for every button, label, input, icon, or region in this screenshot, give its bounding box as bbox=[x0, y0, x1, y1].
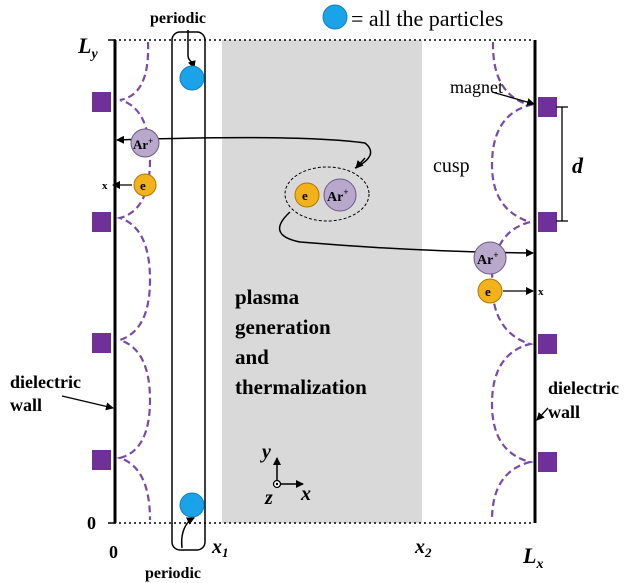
particle-top bbox=[179, 65, 205, 91]
ion-left-wall bbox=[130, 128, 160, 158]
periodic-bottom-label: periodic bbox=[145, 565, 201, 582]
coord-y-label: y bbox=[260, 441, 271, 463]
electron-plasma-label: e bbox=[302, 188, 308, 203]
plasma-pair-ellipse bbox=[284, 166, 370, 222]
cusp-label: cusp bbox=[433, 155, 470, 177]
dielectric-left-label: dielectric bbox=[10, 372, 81, 392]
left-magnet-2 bbox=[92, 212, 111, 232]
coord-z-origin-dot bbox=[275, 482, 279, 486]
left-cusp-field-line bbox=[116, 41, 152, 521]
right-magnet-4 bbox=[538, 452, 557, 472]
left-magnet-3 bbox=[92, 333, 111, 353]
left-magnet-1 bbox=[92, 92, 111, 112]
ion-plasma-label: Ar+ bbox=[327, 187, 348, 205]
dielectric-left-arrow bbox=[61, 395, 114, 411]
dielectric-right-arrow bbox=[536, 407, 549, 421]
electron-right-x-label: x bbox=[538, 286, 544, 298]
right-cusp-field-line bbox=[490, 41, 535, 521]
wall-left-label: wall bbox=[10, 395, 42, 415]
legend-label: = all the particles bbox=[351, 6, 503, 31]
particle-bottom bbox=[179, 492, 205, 518]
ly-label: Ly bbox=[77, 33, 98, 62]
ion-right-wall bbox=[473, 241, 507, 275]
electron-right-wall-label: e bbox=[485, 284, 491, 299]
right-magnet-2 bbox=[538, 212, 557, 232]
electron-left-wall bbox=[133, 173, 157, 197]
ion-left-wall-label: Ar+ bbox=[133, 136, 153, 152]
magnet-pointer-arrow bbox=[491, 91, 535, 106]
x1-label: x1 bbox=[211, 536, 229, 560]
electron-left-wall-label: e bbox=[140, 178, 146, 193]
legend-particle-icon bbox=[322, 4, 348, 30]
plasma-label-line2: generation bbox=[235, 315, 331, 339]
right-magnet-1 bbox=[538, 97, 557, 117]
periodic-boundary-box bbox=[171, 31, 206, 551]
coord-x-label: x bbox=[300, 483, 311, 505]
right-magnet-3 bbox=[538, 334, 557, 354]
plasma-label-line3: and bbox=[235, 345, 269, 369]
d-label: d bbox=[572, 153, 584, 178]
periodic-top-arrow bbox=[187, 30, 196, 69]
lx-label: Lx bbox=[522, 543, 543, 572]
electron-right-wall bbox=[477, 278, 503, 304]
periodic-top-label: periodic bbox=[150, 10, 206, 27]
left-magnet-4 bbox=[92, 450, 111, 470]
coord-z-label: z bbox=[264, 487, 273, 509]
zero-x-label: 0 bbox=[109, 542, 118, 562]
zero-y-label: 0 bbox=[87, 513, 96, 533]
plasma-region bbox=[222, 40, 422, 523]
plasma-label-line1: plasma bbox=[235, 285, 300, 309]
x2-label: x2 bbox=[414, 536, 432, 560]
ion-right-wall-label: Ar+ bbox=[477, 250, 498, 268]
ion-trajectory-left-head bbox=[355, 157, 366, 169]
plasma-label-line4: thermalization bbox=[235, 375, 367, 399]
electron-plasma bbox=[294, 182, 320, 208]
electron-left-x-label: x bbox=[102, 180, 108, 192]
ion-plasma bbox=[323, 178, 357, 212]
periodic-bottom-arrow bbox=[180, 517, 195, 549]
ion-trajectory-left bbox=[116, 135, 372, 169]
wall-right-label: wall bbox=[548, 402, 580, 422]
magnet-label: magnet bbox=[450, 77, 503, 97]
dielectric-right-label: dielectric bbox=[548, 378, 619, 398]
